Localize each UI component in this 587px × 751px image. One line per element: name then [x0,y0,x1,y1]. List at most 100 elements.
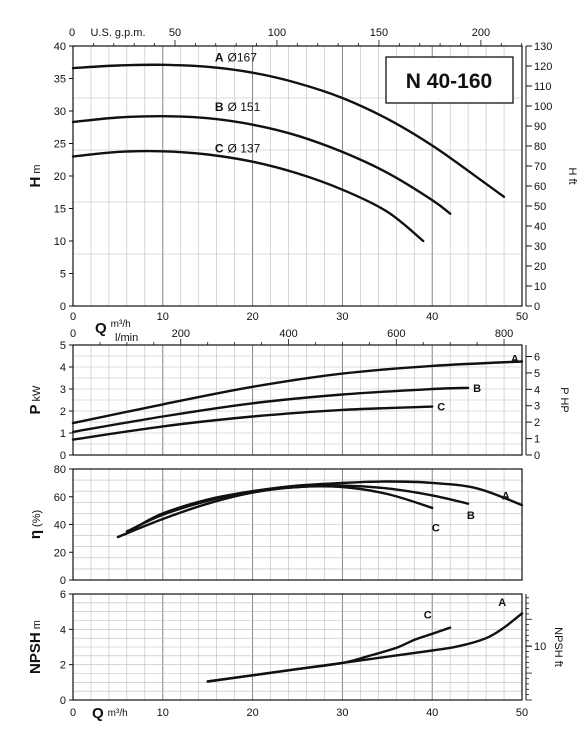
y2-axis-label: NPSH ft [552,627,564,667]
y-tick-label: 5 [60,340,66,352]
y2-tick-label: 70 [534,161,546,173]
y-tick-label: 35 [54,74,66,86]
top-tick-label: 600 [387,328,405,340]
efficiency-curve-a [134,480,524,529]
y-axis-label: NPSHm [27,620,44,674]
top-tick-label: 0 [70,328,76,340]
y-tick-label: 40 [54,520,66,532]
y-tick-label: 0 [60,695,66,707]
power-curve-label-b: B [473,383,481,395]
y-tick-label: 60 [54,492,66,504]
plot-frame [72,593,523,701]
y-axis-label: Hm [27,164,44,187]
y-tick-label: 0 [60,450,66,462]
x-tick-label: 10 [157,311,169,323]
y-tick-label: 15 [54,204,66,216]
y2-tick-label: 110 [534,81,552,93]
efficiency-curve-c [116,485,434,539]
x-tick-label: 40 [426,707,438,719]
y2-tick-label: 3 [534,401,540,413]
y-tick-label: 25 [54,139,66,151]
y-tick-label: 10 [54,236,66,248]
y-tick-label: 80 [54,464,66,476]
x-tick-label: 20 [246,707,258,719]
power-curve-a [71,360,524,425]
top-tick-label-zero: 0 [69,27,75,39]
y-tick-label: 6 [60,589,66,601]
head-panel: 0 5 10 15 20 25 30 35 40 0 10 20 30 40 50 60 70 80 90 100 11… [27,41,578,313]
y2-tick-label: 6 [534,351,540,363]
plot-frame [72,344,523,456]
top-tick-label: 200 [172,328,190,340]
y-tick-label: 2 [60,406,66,418]
efficiency-panel: 0 20 40 60 80 η(%) [27,464,524,587]
x-tick-label: 30 [336,311,348,323]
x-tick-label: 20 [246,311,258,323]
y2-tick-label: 90 [534,121,546,133]
y-tick-label: 3 [60,384,66,396]
x-tick-label: 0 [70,311,76,323]
y-tick-label: 1 [60,428,66,440]
y2-tick-label: 60 [534,181,546,193]
y2-tick-label: 120 [534,61,552,73]
npsh-curve-c [206,626,452,683]
top-tick-label: 800 [495,328,513,340]
y2-tick-label: 10 [534,641,546,653]
y2-tick-label: 0 [534,450,540,462]
top-tick-label: 400 [279,328,297,340]
npsh-curve-a [206,612,524,683]
top-axis-label: U.S. g.p.m. [90,27,145,39]
y-tick-label: 0 [60,575,66,587]
efficiency-curve-label-a: A [502,490,510,502]
y-tick-label: 4 [60,362,66,374]
y2-tick-label: 30 [534,241,546,253]
x-tick-label: 10 [157,707,169,719]
y-tick-label: 5 [60,269,66,281]
y2-tick-label: 130 [534,41,552,53]
x-tick-label: 50 [516,707,528,719]
y2-axis-label: H ft [566,167,578,184]
y2-tick-label: 1 [534,434,540,446]
power-curve-label-a: A [511,354,519,366]
y2-tick-label: 100 [534,101,552,113]
y2-tick-label: 50 [534,201,546,213]
y-axis-label: PkW [27,385,44,415]
x-tick-label: 30 [336,707,348,719]
model-title-box [385,56,514,104]
power-curve-b [71,386,470,434]
npsh-curve-label-a: A [498,597,506,609]
y-tick-label: 2 [60,660,66,672]
top-tick-label: 200 [472,27,490,39]
y-tick-label: 4 [60,624,66,636]
npsh-curve-label-c: C [424,609,432,621]
power-curve-label-c: C [437,402,445,414]
power-panel: 0 1 2 3 4 5 0 1 2 3 4 5 6 P HP PkW [27,340,570,462]
x-tick-label: 0 [70,707,76,719]
head-curve-c [71,149,425,243]
y2-tick-label: 2 [534,417,540,429]
head-curve-a [71,63,506,198]
y2-tick-label: 80 [534,141,546,153]
y-tick-label: 30 [54,106,66,118]
y-axis-label: η(%) [27,510,44,539]
y-tick-label: 20 [54,171,66,183]
y2-tick-label: 20 [534,261,546,273]
y-tick-label: 0 [60,301,66,313]
efficiency-curve-label-b: B [467,510,475,522]
y-tick-label: 40 [54,41,66,53]
y2-tick-label: 0 [534,301,540,313]
efficiency-curve-label-c: C [432,522,440,534]
npsh-panel: 0 2 4 6 10 NPSH ft NPSHm [27,589,564,707]
top-axis-label: l/min [115,332,138,344]
y2-tick-label: 40 [534,221,546,233]
x-tick-label: 50 [516,311,528,323]
x-tick-label: 40 [426,311,438,323]
top-tick-label: 50 [169,27,181,39]
model-title: N 40-160 [406,70,492,93]
top-tick-label: 150 [370,27,388,39]
y2-tick-label: 10 [534,281,546,293]
